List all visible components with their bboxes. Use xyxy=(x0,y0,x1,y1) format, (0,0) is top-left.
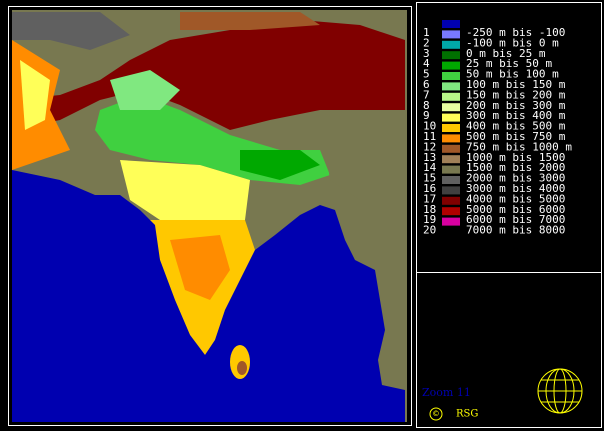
legend-panel xyxy=(416,2,602,428)
legend-number: 3 xyxy=(423,47,430,60)
legend-swatch xyxy=(442,40,460,49)
legend-swatch xyxy=(442,207,460,216)
legend-label: 5000 m bis 6000 xyxy=(466,203,565,216)
legend-label: 500 m bis 750 m xyxy=(466,130,566,143)
legend-number: 19 xyxy=(423,213,436,226)
legend-number: 1 xyxy=(423,26,430,39)
legend-label: 25 m bis 50 m xyxy=(466,57,552,70)
legend-swatch xyxy=(442,61,460,70)
legend-label: 3000 m bis 4000 xyxy=(466,182,565,195)
copyright-circle xyxy=(429,407,443,421)
legend-swatch xyxy=(442,134,460,143)
legend-swatch xyxy=(442,51,460,60)
legend-swatch xyxy=(442,30,460,39)
legend-number: 4 xyxy=(423,57,430,70)
legend-label: 4000 m bis 5000 xyxy=(466,192,565,205)
east-hills xyxy=(320,110,405,200)
legend-swatch xyxy=(442,103,460,112)
legend-swatch xyxy=(442,155,460,164)
brand: RSG xyxy=(456,409,478,420)
legend-label: 7000 m bis 8000 xyxy=(466,224,565,237)
legend-number: 14 xyxy=(423,161,437,174)
zoom-label: Zoom 11 xyxy=(422,386,471,399)
legend-label: 150 m bis 200 m xyxy=(466,88,566,101)
legend-number: 11 xyxy=(423,130,436,143)
map xyxy=(12,10,407,422)
legend-swatch xyxy=(442,20,460,28)
sri-lanka-high xyxy=(237,361,247,375)
mountains xyxy=(12,12,130,50)
plateau xyxy=(180,12,320,30)
legend-label: 200 m bis 300 m xyxy=(466,99,566,112)
central-plateau xyxy=(120,160,250,230)
legend-label: -100 m bis 0 m xyxy=(466,36,559,49)
legend-number: 10 xyxy=(423,120,436,133)
legend-swatch xyxy=(442,124,460,132)
legend-swatch xyxy=(442,92,460,101)
copyright-symbol: © xyxy=(433,410,439,420)
legend-swatch xyxy=(442,165,460,174)
legend-number: 12 xyxy=(423,140,436,153)
legend-number: 9 xyxy=(423,109,430,122)
legend-number: 8 xyxy=(423,99,430,112)
deccan-high xyxy=(170,235,230,300)
legend-swatch xyxy=(442,186,460,195)
ocean xyxy=(12,170,405,422)
legend-label: 0 m bis 25 m xyxy=(466,47,546,60)
legend: 1 -250 m bis -100 2 -100 m bis 0 m 3 0 m bis … xyxy=(423,20,572,237)
legend-swatch xyxy=(442,196,460,205)
legend-number: 20 xyxy=(423,224,436,237)
legend-swatch xyxy=(442,144,460,153)
legend-number: 2 xyxy=(423,36,430,49)
legend-number: 15 xyxy=(423,172,436,185)
legend-number: 13 xyxy=(423,151,436,164)
legend-swatch xyxy=(442,113,460,122)
legend-label: 1500 m bis 2000 xyxy=(466,161,565,174)
legend-label: -250 m bis -100 xyxy=(466,26,565,39)
legend-number: 16 xyxy=(423,182,436,195)
legend-number: 18 xyxy=(423,203,436,216)
legend-number: 17 xyxy=(423,192,436,205)
legend-number: 5 xyxy=(423,68,430,81)
desert xyxy=(20,60,50,130)
legend-number: 7 xyxy=(423,88,430,101)
legend-label: 750 m bis 1000 m xyxy=(466,140,572,153)
legend-label: 1000 m bis 1500 xyxy=(466,151,565,164)
legend-swatch xyxy=(442,217,460,226)
legend-swatch xyxy=(442,72,460,80)
legend-label: 50 m bis 100 m xyxy=(466,68,559,81)
globe-icon xyxy=(537,368,583,414)
legend-label: 6000 m bis 7000 xyxy=(466,213,565,226)
punjab xyxy=(110,70,180,110)
legend-number: 6 xyxy=(423,78,430,91)
legend-label: 300 m bis 400 m xyxy=(466,109,566,122)
legend-label: 100 m bis 150 m xyxy=(466,78,566,91)
legend-swatch xyxy=(442,82,460,91)
map-frame xyxy=(8,6,412,426)
himalaya xyxy=(12,20,405,130)
delta xyxy=(240,150,320,180)
legend-label: 400 m bis 500 m xyxy=(466,120,566,133)
legend-swatch xyxy=(442,176,460,184)
legend-label: 2000 m bis 3000 xyxy=(466,172,565,185)
